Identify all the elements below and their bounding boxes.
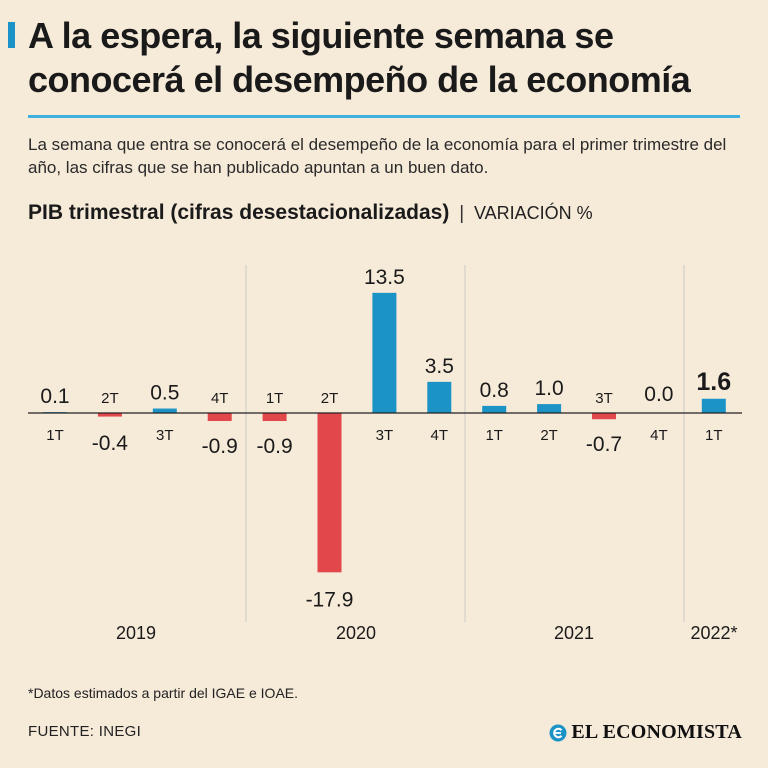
quarter-label: 2T <box>321 390 339 407</box>
year-label: 2022* <box>690 623 737 643</box>
quarter-label: 1T <box>266 390 284 407</box>
year-label: 2020 <box>336 623 376 643</box>
bar-2019-4T <box>207 413 232 422</box>
value-label: -0.4 <box>92 432 129 455</box>
chart-title: PIB trimestral (cifras desestacionalizad… <box>28 201 450 224</box>
value-label: -0.9 <box>202 435 238 458</box>
bar-2019-2T <box>97 413 122 417</box>
value-label: 0.0 <box>644 383 673 406</box>
value-label: 0.1 <box>40 385 69 408</box>
quarter-label: 4T <box>431 427 449 444</box>
bar-2021-2T <box>537 404 562 413</box>
quarter-label: 3T <box>156 427 174 444</box>
title-accent-bar <box>8 22 15 48</box>
value-label: 13.5 <box>364 266 405 289</box>
logo-text: EL ECONOMISTA <box>571 721 742 743</box>
source: FUENTE: INEGI <box>28 723 142 740</box>
footnote: *Datos estimados a partir del IGAE e IOA… <box>28 685 299 701</box>
quarter-label: 2T <box>540 427 558 444</box>
chart-unit: VARIACIÓN % <box>473 203 593 223</box>
value-label: -17.9 <box>306 588 354 611</box>
subtitle: La semana que entra se conocerá el desem… <box>28 135 727 177</box>
year-label: 2021 <box>554 623 594 643</box>
bar-2021-1T <box>482 405 507 413</box>
publisher-logo: EL ECONOMISTA <box>549 721 742 744</box>
quarter-label: 1T <box>705 427 723 444</box>
value-label: 0.5 <box>150 382 179 405</box>
value-label: 1.6 <box>696 368 731 396</box>
page-title: A la espera, la siguiente semana se cono… <box>28 15 691 100</box>
chart-title-separator: | <box>459 203 465 224</box>
quarter-label: 3T <box>595 390 613 407</box>
logo-e-icon <box>549 724 567 741</box>
value-label: 0.8 <box>480 379 509 402</box>
bar-2021-3T <box>592 413 616 420</box>
quarter-label: 2T <box>101 390 119 407</box>
value-label: 1.0 <box>534 377 563 400</box>
bar-2020-4T <box>427 381 452 413</box>
chart-heading: PIB trimestral (cifras desestacionalizad… <box>28 199 593 228</box>
bar-2020-3T <box>372 292 397 413</box>
bar-2020-2T <box>317 413 342 573</box>
quarter-label: 4T <box>211 390 229 407</box>
quarter-label: 3T <box>376 427 394 444</box>
bar-2020-1T <box>262 413 287 422</box>
year-label: 2019 <box>116 623 156 643</box>
quarter-label: 1T <box>485 427 503 444</box>
quarter-label: 1T <box>46 427 64 444</box>
title-divider <box>28 115 740 118</box>
value-label: -0.9 <box>257 435 293 458</box>
quarter-label: 4T <box>650 427 668 444</box>
value-label: -0.7 <box>586 433 622 456</box>
bar-2019-3T <box>152 408 177 413</box>
bar-2022-1T <box>701 398 726 413</box>
value-label: 3.5 <box>425 355 454 378</box>
